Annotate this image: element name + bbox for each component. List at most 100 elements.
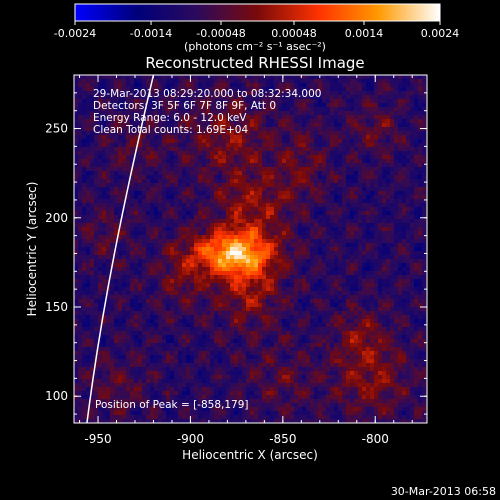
heatmap-cell [146,259,151,264]
heatmap-cell [386,227,391,232]
heatmap-cell [138,75,143,80]
heatmap-cell [398,107,403,112]
heatmap-cell [198,287,203,292]
heatmap-cell [190,219,195,224]
colorbar-tick-label: 0.0014 [345,27,384,40]
heatmap-cell [354,79,359,84]
heatmap-cell [78,123,83,128]
heatmap-cell [406,267,411,272]
heatmap-cell [418,207,423,212]
heatmap-cell [366,91,371,96]
heatmap-cell [202,203,207,208]
heatmap-cell [262,147,267,152]
heatmap-cell [166,163,171,168]
heatmap-cell [246,191,251,196]
heatmap-cell [190,147,195,152]
heatmap-cell [290,131,295,136]
heatmap-cell [86,91,91,96]
heatmap-cell [338,207,343,212]
heatmap-cell [366,239,371,244]
heatmap-cell [194,135,199,140]
heatmap-cell [222,155,227,160]
heatmap-cell [354,283,359,288]
heatmap-cell [286,235,291,240]
heatmap-cell [222,91,227,96]
heatmap-cell [282,87,287,92]
heatmap-cell [294,195,299,200]
heatmap-cell [218,143,223,148]
heatmap-cell [122,91,127,96]
heatmap-cell [134,227,139,232]
heatmap-cell [294,219,299,224]
heatmap-cell [190,283,195,288]
heatmap-cell [270,239,275,244]
heatmap-cell [190,135,195,140]
heatmap-cell [218,163,223,168]
heatmap-cell [94,283,99,288]
heatmap-cell [318,243,323,248]
heatmap-cell [394,275,399,280]
heatmap-cell [274,267,279,272]
heatmap-cell [378,155,383,160]
heatmap-cell [302,271,307,276]
heatmap-cell [358,279,363,284]
heatmap-cell [402,211,407,216]
heatmap-cell [102,163,107,168]
heatmap-cell [146,151,151,156]
heatmap-cell [378,227,383,232]
heatmap-cell [374,283,379,288]
heatmap-cell [254,243,259,248]
heatmap-cell [330,127,335,132]
heatmap-cell [210,255,215,260]
heatmap-cell [162,251,167,256]
heatmap-cell [174,203,179,208]
heatmap-cell [398,195,403,200]
heatmap-cell [294,271,299,276]
heatmap-cell [162,243,167,248]
heatmap-cell [258,199,263,204]
heatmap-cell [374,91,379,96]
heatmap-cell [186,79,191,84]
heatmap-cell [402,171,407,176]
heatmap-cell [154,103,159,108]
heatmap-cell [398,119,403,124]
heatmap-cell [218,231,223,236]
heatmap-cell [342,223,347,228]
heatmap-cell [194,99,199,104]
heatmap-cell [134,95,139,100]
heatmap-cell [146,179,151,184]
heatmap-cell [130,127,135,132]
heatmap-cell [114,267,119,272]
heatmap-cell [206,175,211,180]
heatmap-cell [342,119,347,124]
heatmap-cell [338,195,343,200]
heatmap-cell [322,287,327,292]
heatmap-cell [370,231,375,236]
heatmap-cell [362,115,367,120]
heatmap-cell [282,275,287,280]
heatmap-cell [222,191,227,196]
heatmap-cell [186,215,191,220]
heatmap-cell [346,119,351,124]
heatmap-cell [182,247,187,252]
heatmap-cell [254,215,259,220]
heatmap-cell [90,227,95,232]
heatmap-cell [78,243,83,248]
heatmap-cell [338,271,343,276]
heatmap-cell [162,75,167,80]
heatmap-cell [78,179,83,184]
heatmap-cell [290,287,295,292]
heatmap-cell [286,255,291,260]
heatmap-cell [362,215,367,220]
heatmap-cell [226,199,231,204]
heatmap-cell [130,275,135,280]
heatmap-cell [74,239,79,244]
heatmap-cell [86,99,91,104]
heatmap-cell [254,275,259,280]
heatmap-cell [326,99,331,104]
heatmap-cell [310,235,315,240]
heatmap-cell [98,183,103,188]
heatmap-cell [114,167,119,172]
heatmap-cell [346,247,351,252]
heatmap-cell [234,147,239,152]
